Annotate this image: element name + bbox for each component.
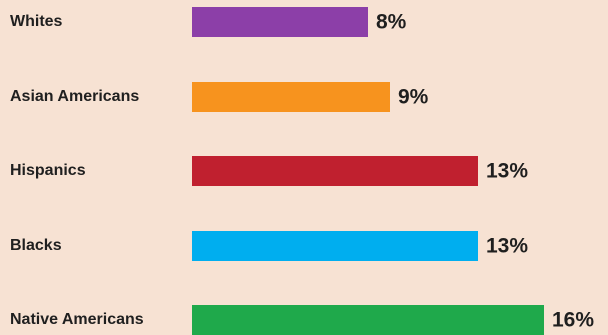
category-label: Asian Americans bbox=[10, 87, 140, 105]
value-label: 8% bbox=[376, 10, 407, 34]
value-label: 16% bbox=[552, 308, 595, 332]
category-label: Native Americans bbox=[10, 311, 144, 328]
bar bbox=[192, 156, 478, 186]
bar bbox=[192, 230, 478, 261]
bar bbox=[192, 81, 390, 112]
value-label: 13% bbox=[486, 159, 529, 183]
category-label: Whites bbox=[10, 13, 63, 30]
category-label: Hispanics bbox=[10, 162, 86, 179]
bar bbox=[192, 305, 544, 335]
category-label: Blacks bbox=[10, 236, 62, 254]
value-label: 9% bbox=[398, 85, 429, 108]
value-label: 13% bbox=[486, 234, 529, 257]
bar bbox=[192, 7, 368, 37]
